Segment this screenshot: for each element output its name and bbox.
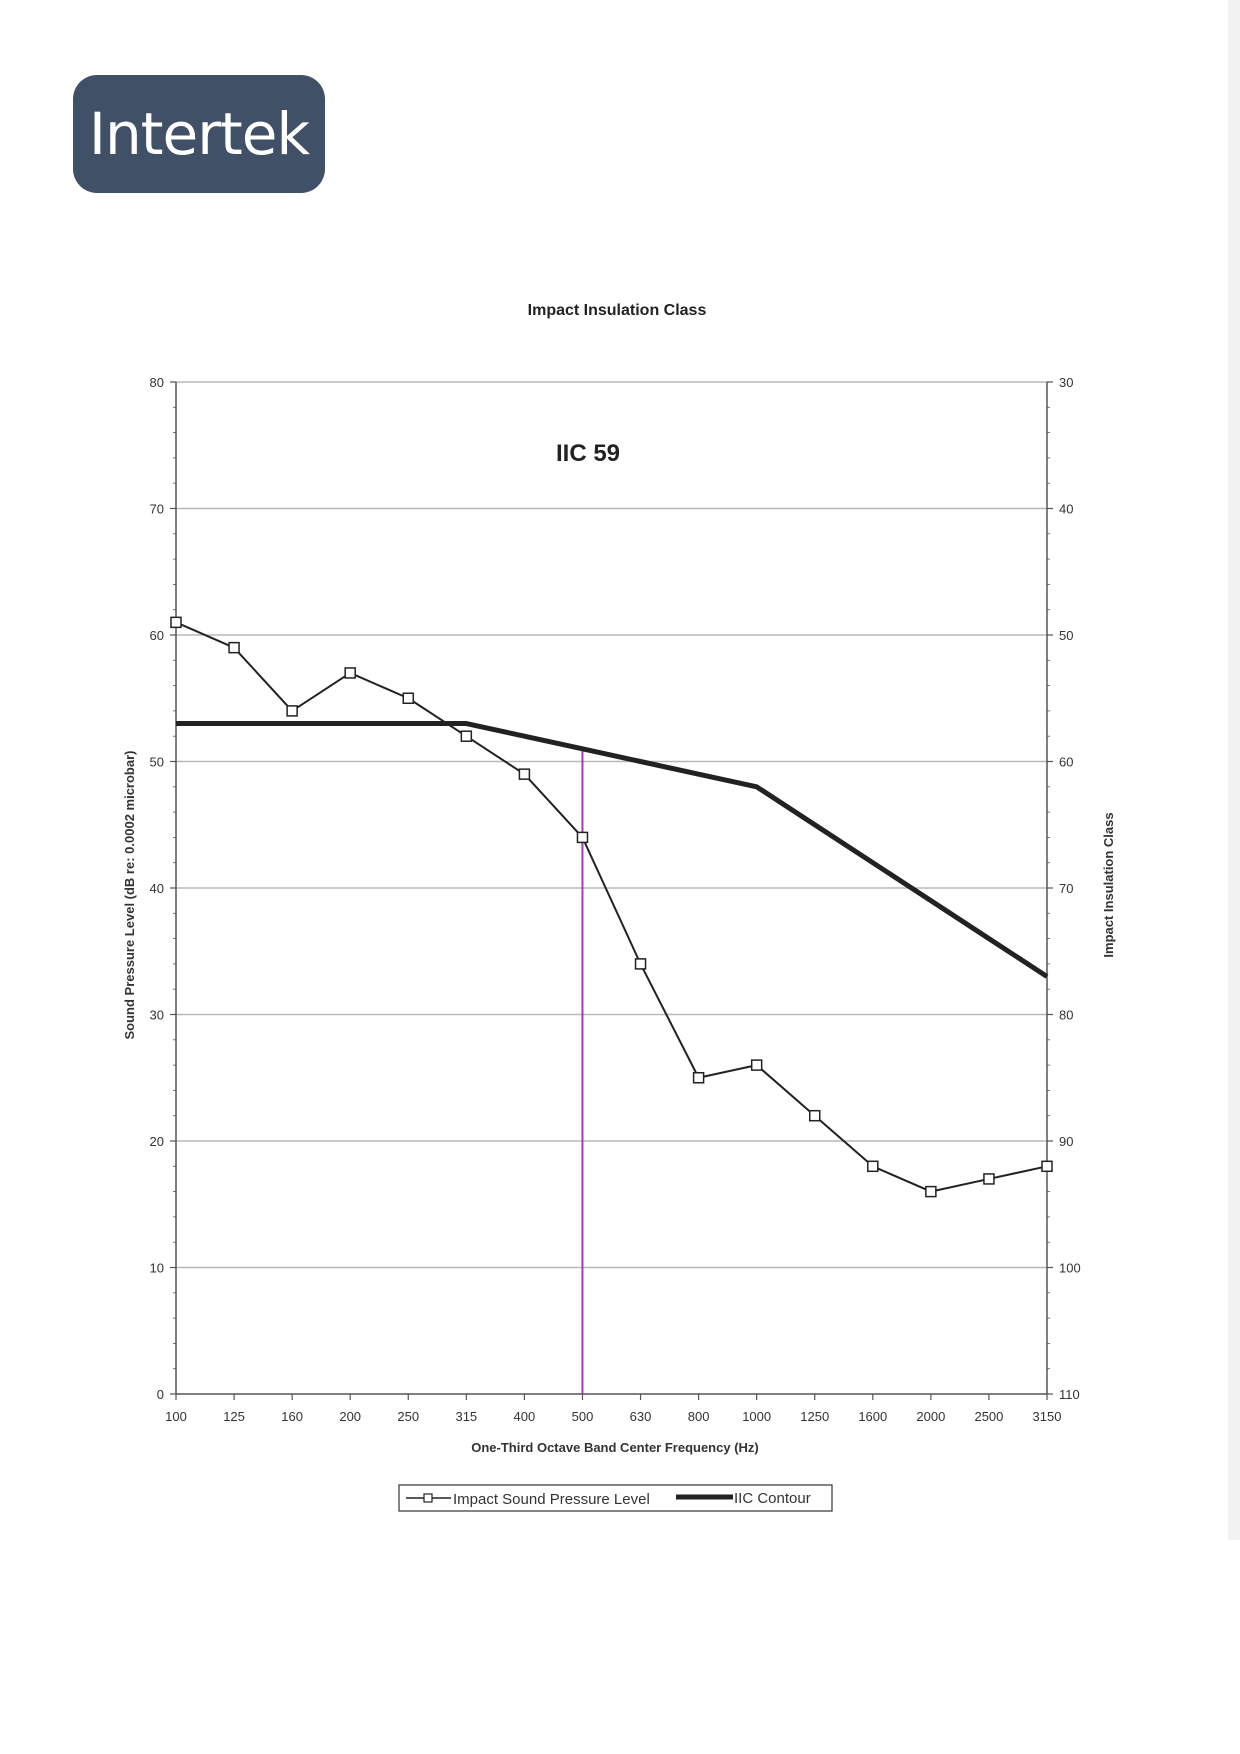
y-tick-label: 80 [150,375,164,390]
y2-tick-label: 60 [1059,755,1073,770]
y2-tick-label: 70 [1059,881,1073,896]
x-axis-label: One-Third Octave Band Center Frequency (… [471,1440,759,1455]
data-point-impact-spl [692,1072,705,1084]
page-edge-shadow [1228,0,1240,1540]
y2-tick-label: 30 [1059,375,1073,390]
x-tick-label: 500 [572,1409,594,1424]
x-tick-label: 800 [688,1409,710,1424]
logo-text: Intertek [88,100,310,168]
y2-tick-label: 40 [1059,502,1073,517]
series-line-iic-contour [176,721,1049,979]
intertek-logo: Intertek [73,75,325,193]
data-point-impact-spl [1041,1160,1053,1173]
data-point-impact-spl [750,1059,763,1071]
x-tick-label: 2000 [916,1409,945,1424]
y2-tick-label: 90 [1059,1134,1073,1149]
y-tick-label: 70 [150,502,164,517]
x-tick-label: 400 [514,1409,536,1424]
chart-title: Impact Insulation Class [528,302,707,319]
chart-annotation-iic: IIC 59 [556,440,620,467]
y-tick-label: 60 [150,628,164,643]
data-point-impact-spl [228,641,240,654]
chart-axes: 0 10 20 30 40 50 60 70 80 30 40 50 60 70 80 90 100 110 100… [150,375,1081,1424]
x-tick-label: 160 [281,1409,303,1424]
legend-label-impact: Impact Sound Pressure Level [453,1491,650,1508]
legend-label-iic: IIC Contour [734,1490,811,1507]
data-point-impact-spl [460,730,473,742]
data-point-impact-spl [925,1185,937,1198]
legend: Impact Sound Pressure Level IIC Contour [398,1484,833,1512]
x-tick-label: 1250 [800,1409,829,1424]
data-point-impact-spl [867,1160,879,1173]
grid-lines [176,381,1047,1269]
x-tick-label: 1000 [742,1409,771,1424]
y2-tick-label: 100 [1059,1261,1081,1276]
y2-tick-label: 80 [1059,1008,1073,1023]
data-point-impact-spl [286,705,298,717]
data-point-impact-spl [170,616,182,629]
y-tick-label: 30 [150,1008,164,1023]
y-tick-label: 50 [150,755,164,770]
data-point-impact-spl [983,1173,995,1185]
x-tick-label: 315 [455,1409,477,1424]
x-tick-label: 250 [397,1409,419,1424]
legend-marker-impact [423,1493,433,1503]
y2-tick-label: 50 [1059,628,1073,643]
x-tick-label: 100 [165,1409,187,1424]
y-tick-label: 0 [157,1387,164,1402]
data-point-impact-spl [344,667,356,679]
data-point-impact-spl [518,768,531,780]
series-layer [170,616,1053,1394]
x-tick-label: 630 [630,1409,652,1424]
data-point-impact-spl [808,1109,821,1122]
y-axis-label: Sound Pressure Level (dB re: 0.0002 micr… [122,751,137,1040]
chart-labels: Impact Insulation Class IIC 59 One-Third… [122,302,1116,1455]
x-tick-label: 2500 [974,1409,1003,1424]
y-tick-label: 40 [150,881,164,896]
y2-axis-label: Impact Insulation Class [1101,812,1116,957]
series-line-impact-spl [175,621,1048,1193]
y-tick-label: 20 [150,1134,164,1149]
data-point-impact-spl [402,692,415,704]
x-tick-label: 1600 [858,1409,887,1424]
legend-box [398,1484,833,1512]
x-tick-label: 125 [223,1409,245,1424]
x-tick-label: 200 [339,1409,361,1424]
x-tick-label: 3150 [1033,1409,1062,1424]
data-point-impact-spl [634,958,647,970]
y2-tick-label: 110 [1059,1387,1080,1402]
y-tick-label: 10 [150,1261,164,1276]
data-point-impact-spl [576,831,589,844]
